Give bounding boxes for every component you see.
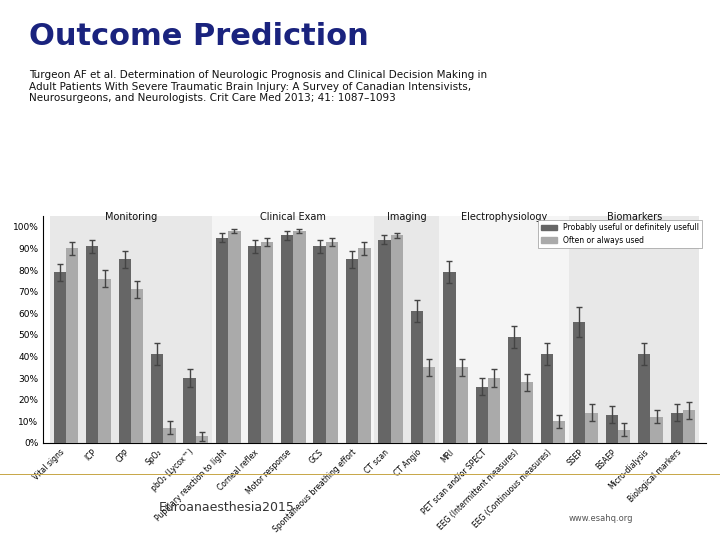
- Bar: [585, 413, 598, 443]
- Bar: [638, 354, 650, 443]
- Bar: [212, 216, 374, 443]
- Bar: [391, 235, 403, 443]
- Bar: [541, 354, 553, 443]
- Bar: [228, 231, 240, 443]
- Text: Electrophysiology: Electrophysiology: [461, 212, 547, 222]
- Bar: [196, 436, 208, 443]
- Bar: [184, 378, 196, 443]
- Bar: [508, 337, 521, 443]
- Bar: [670, 413, 683, 443]
- Bar: [216, 238, 228, 443]
- Bar: [378, 240, 391, 443]
- Text: Biomarkers: Biomarkers: [606, 212, 662, 222]
- Bar: [325, 242, 338, 443]
- Text: Outcome Prediction: Outcome Prediction: [29, 22, 369, 51]
- Bar: [570, 216, 699, 443]
- Bar: [151, 354, 163, 443]
- Bar: [163, 428, 176, 443]
- Bar: [476, 387, 488, 443]
- Bar: [66, 248, 78, 443]
- Bar: [618, 430, 630, 443]
- Bar: [456, 367, 468, 443]
- Bar: [439, 216, 570, 443]
- Bar: [411, 311, 423, 443]
- Bar: [521, 382, 533, 443]
- Bar: [650, 417, 662, 443]
- Bar: [444, 272, 456, 443]
- Bar: [293, 231, 305, 443]
- Bar: [374, 216, 439, 443]
- Bar: [50, 216, 212, 443]
- Bar: [358, 248, 371, 443]
- Bar: [313, 246, 325, 443]
- Legend: Probably useful or definitely usefull, Often or always used: Probably useful or definitely usefull, O…: [539, 220, 702, 248]
- Bar: [131, 289, 143, 443]
- Bar: [683, 410, 696, 443]
- Bar: [573, 322, 585, 443]
- Bar: [248, 246, 261, 443]
- Bar: [553, 421, 565, 443]
- Bar: [261, 242, 273, 443]
- Bar: [423, 367, 436, 443]
- Text: Turgeon AF et al. Determination of Neurologic Prognosis and Clinical Decision Ma: Turgeon AF et al. Determination of Neuro…: [29, 70, 487, 103]
- Bar: [86, 246, 99, 443]
- Text: Monitoring: Monitoring: [104, 212, 157, 222]
- Text: www.esahq.org: www.esahq.org: [569, 514, 634, 523]
- Bar: [281, 235, 293, 443]
- Bar: [346, 259, 358, 443]
- Bar: [488, 378, 500, 443]
- Text: Imaging: Imaging: [387, 212, 427, 222]
- Bar: [606, 415, 618, 443]
- Bar: [99, 279, 111, 443]
- Bar: [119, 259, 131, 443]
- Text: Clinical Exam: Clinical Exam: [261, 212, 326, 222]
- Text: Euroanaesthesia2015: Euroanaesthesia2015: [158, 501, 294, 514]
- Bar: [53, 272, 66, 443]
